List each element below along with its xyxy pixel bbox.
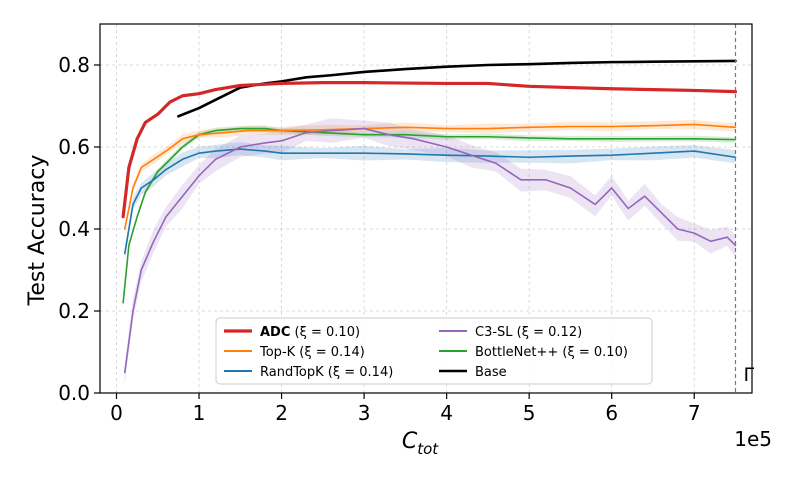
- x-axis-label: Ctot: [402, 429, 439, 458]
- legend-name-c3-sl: C3-SL: [475, 325, 513, 340]
- data-series: [121, 59, 738, 374]
- legend-entry-top-k: Top-K (ξ = 0.14): [259, 345, 365, 360]
- legend-xi-bottlenet-: (ξ = 0.10): [558, 345, 628, 360]
- legend-xi-randtopk: (ξ = 0.14): [324, 365, 394, 380]
- legend-entry-adc: ADC (ξ = 0.10): [260, 325, 360, 340]
- x-tick-label-2: 2: [275, 401, 288, 425]
- legend-entry-base: Base: [475, 365, 507, 380]
- axis-ticks: 0 1 2 3 4 5 6 7 0.0 0.2 0.4 0.6 0.8: [58, 53, 700, 425]
- legend-xi-c3-sl: (ξ = 0.12): [513, 325, 583, 340]
- x-tick-label-1: 1: [193, 401, 206, 425]
- x-tick-label-3: 3: [358, 401, 371, 425]
- legend-name-top-k: Top-K: [259, 345, 296, 360]
- legend-entry-randtopk: RandTopK (ξ = 0.14): [260, 365, 393, 380]
- x-tick-label-6: 6: [605, 401, 618, 425]
- plot-frame: [99, 23, 753, 394]
- confidence-bands: [123, 118, 736, 385]
- x-axis-label-subscript: tot: [417, 440, 439, 458]
- legend-name-base: Base: [475, 365, 507, 380]
- x-tick-label-0: 0: [110, 401, 123, 425]
- y-tick-label-0: 0.0: [58, 381, 90, 405]
- legend: ADC (ξ = 0.10) C3-SL (ξ = 0.12) Top-K (ξ =…: [215, 317, 653, 385]
- bottlenet--band: [123, 125, 736, 307]
- randtopk-band: [124, 142, 736, 261]
- x-tick-label-7: 7: [688, 401, 701, 425]
- randtopk-line: [123, 148, 737, 255]
- budget-line-group: Γ: [734, 24, 754, 393]
- x-axis-multiplier: 1e5: [734, 427, 772, 451]
- c3-sl-line: [123, 127, 737, 374]
- legend-entry-c3-sl: C3-SL (ξ = 0.12): [475, 325, 582, 340]
- x-axis-label-main: C: [402, 429, 418, 454]
- y-axis-label: Test Accuracy: [25, 155, 50, 307]
- top-k-line: [123, 123, 737, 230]
- y-tick-label-1: 0.2: [58, 299, 90, 323]
- base-line: [177, 59, 737, 118]
- budget-line-label: Γ: [743, 364, 754, 386]
- legend-name-bottlenet-: BottleNet++: [475, 345, 558, 360]
- y-tick-label-2: 0.4: [58, 217, 90, 241]
- legend-name-adc: ADC: [260, 325, 290, 340]
- y-tick-label-4: 0.8: [58, 53, 90, 77]
- legend-name-randtopk: RandTopK: [260, 365, 324, 380]
- x-tick-label-4: 4: [440, 401, 453, 425]
- y-tick-label-3: 0.6: [58, 135, 90, 159]
- legend-xi-top-k: (ξ = 0.14): [295, 345, 365, 360]
- legend-box: [215, 317, 653, 385]
- adc-line: [121, 81, 738, 219]
- legend-entry-bottlenet-: BottleNet++ (ξ = 0.10): [475, 345, 628, 360]
- x-tick-label-5: 5: [523, 401, 536, 425]
- legend-xi-adc: (ξ = 0.10): [290, 325, 360, 340]
